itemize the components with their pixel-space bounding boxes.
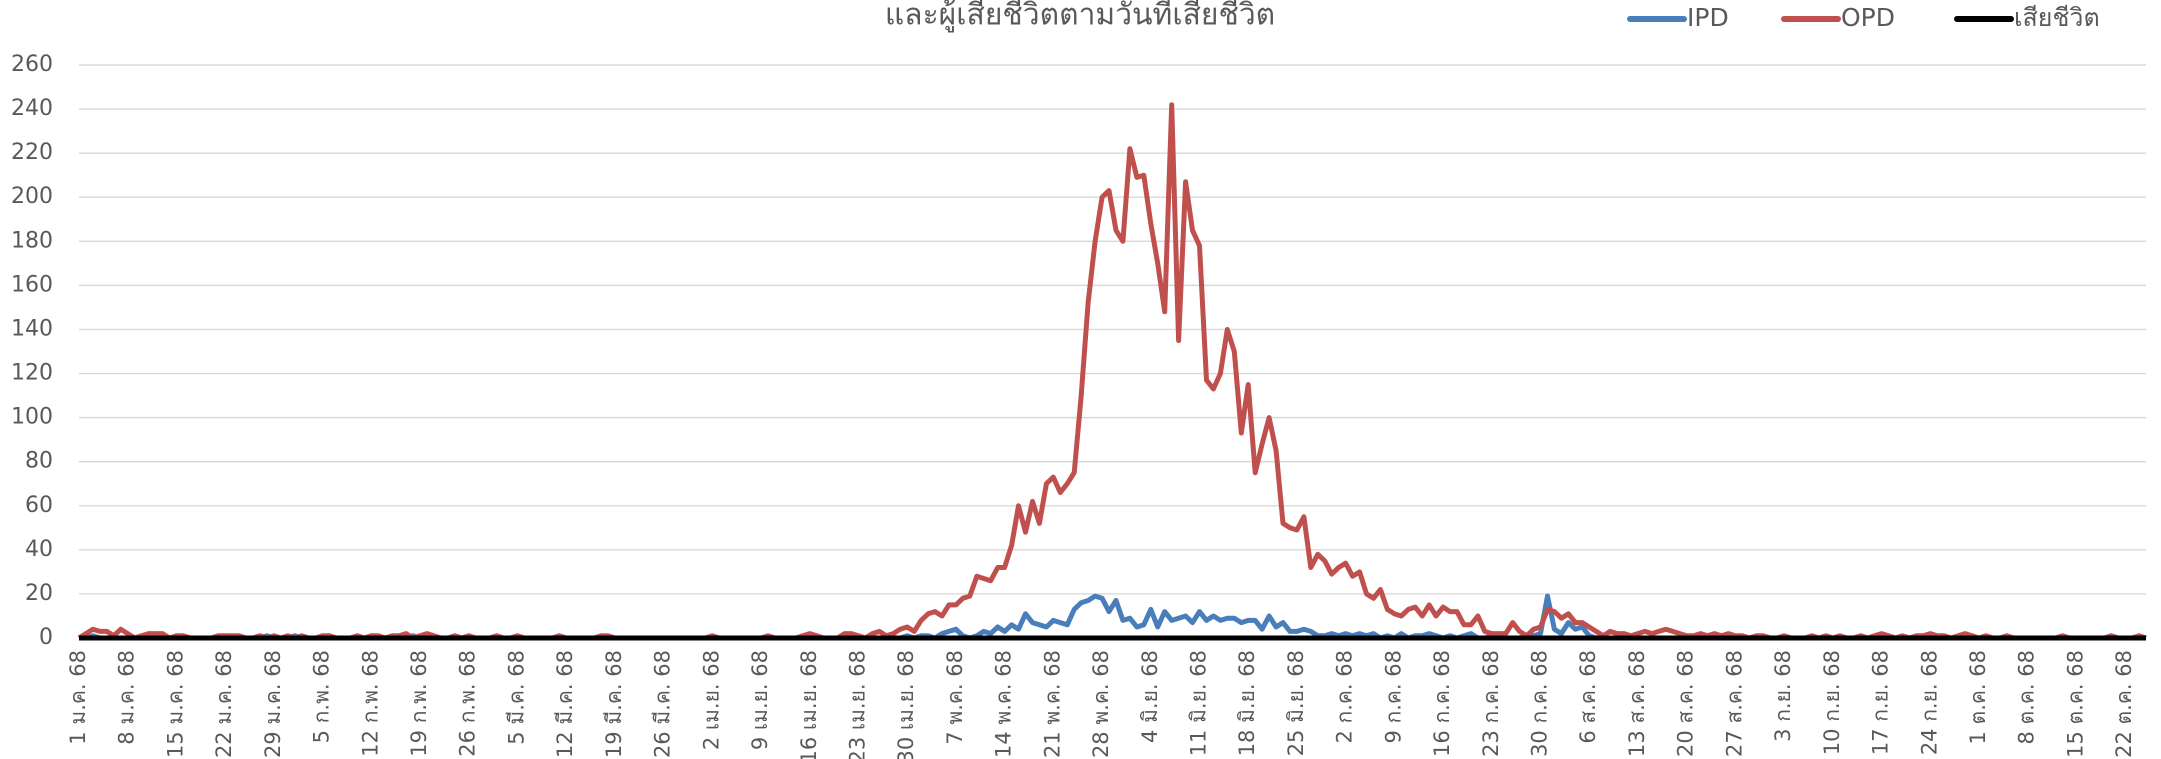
- y-tick-label: 180: [11, 228, 53, 253]
- y-tick-label: 120: [11, 361, 53, 386]
- y-tick-label: 160: [11, 272, 53, 297]
- y-tick-label: 220: [11, 140, 53, 165]
- x-tick-label: 19 ก.พ. 68: [407, 650, 431, 757]
- x-tick-label: 8 ม.ค. 68: [115, 650, 139, 745]
- x-tick-label: 4 มิ.ย. 68: [1138, 650, 1162, 743]
- y-tick-label: 200: [11, 184, 53, 209]
- x-tick-label: 2 ก.ค. 68: [1333, 650, 1357, 744]
- x-tick-label: 13 ส.ค. 68: [1625, 650, 1649, 757]
- x-tick-label: 27 ส.ค. 68: [1722, 650, 1746, 757]
- y-tick-label: 0: [39, 625, 53, 650]
- x-tick-label: 16 เม.ย. 68: [797, 650, 821, 759]
- y-tick-label: 40: [25, 537, 53, 562]
- legend-label: เสียชีวิต: [2014, 3, 2100, 32]
- x-tick-label: 26 ก.พ. 68: [456, 650, 480, 757]
- x-tick-label: 15 ม.ค. 68: [163, 650, 187, 758]
- x-tick-label: 14 พ.ค. 68: [992, 650, 1016, 758]
- x-tick-label: 22 ต.ค. 68: [2112, 650, 2136, 758]
- x-tick-label: 16 ก.ค. 68: [1430, 650, 1454, 757]
- chart-title: และผู้เสียชีวิตตามวันที่เสียชีวิต: [885, 0, 1275, 33]
- x-tick-label: 9 ก.ค. 68: [1381, 650, 1405, 744]
- y-tick-label: 240: [11, 96, 53, 121]
- x-tick-label: 26 มี.ค. 68: [651, 650, 675, 758]
- x-tick-label: 24 ก.ย. 68: [1917, 650, 1941, 755]
- x-tick-label: 20 ส.ค. 68: [1674, 650, 1698, 757]
- x-tick-label: 5 มี.ค. 68: [504, 650, 528, 745]
- x-tick-label: 17 ก.ย. 68: [1869, 650, 1893, 755]
- x-tick-label: 23 เม.ย. 68: [845, 650, 869, 759]
- x-tick-label: 12 มี.ค. 68: [553, 650, 577, 758]
- y-tick-label: 260: [11, 52, 53, 77]
- x-tick-label: 11 มิ.ย. 68: [1186, 650, 1210, 756]
- x-tick-label: 8 ต.ค. 68: [2015, 650, 2039, 744]
- x-tick-label: 29 ม.ค. 68: [261, 650, 285, 758]
- x-tick-label: 7 พ.ค. 68: [943, 650, 967, 745]
- x-tick-label: 9 เม.ย. 68: [748, 650, 772, 750]
- x-tick-label: 12 ก.พ. 68: [358, 650, 382, 757]
- y-tick-label: 100: [11, 405, 53, 430]
- x-tick-label: 6 ส.ค. 68: [1576, 650, 1600, 744]
- legend-label: IPD: [1687, 3, 1729, 32]
- legend-label: OPD: [1841, 3, 1895, 32]
- x-tick-label: 19 มี.ค. 68: [602, 650, 626, 758]
- x-tick-label: 1 ม.ค. 68: [66, 650, 90, 745]
- x-tick-label: 1 ต.ค. 68: [1966, 650, 1990, 744]
- x-tick-label: 18 มิ.ย. 68: [1235, 650, 1259, 756]
- x-tick-label: 22 ม.ค. 68: [212, 650, 236, 758]
- x-tick-label: 3 ก.ย. 68: [1771, 650, 1795, 742]
- x-tick-label: 30 ก.ค. 68: [1528, 650, 1552, 757]
- x-tick-label: 30 เม.ย. 68: [894, 650, 918, 759]
- x-tick-label: 23 ก.ค. 68: [1479, 650, 1503, 757]
- x-tick-label: 21 พ.ค. 68: [1040, 650, 1064, 758]
- x-tick-label: 5 ก.พ. 68: [310, 650, 334, 743]
- series-line: [77, 102, 2147, 641]
- y-tick-label: 60: [25, 493, 53, 518]
- x-tick-label: 25 มิ.ย. 68: [1284, 650, 1308, 756]
- y-tick-label: 20: [25, 581, 53, 606]
- series-line: [79, 593, 2146, 641]
- x-tick-label: 15 ต.ค. 68: [2063, 650, 2087, 758]
- x-tick-label: 10 ก.ย. 68: [1820, 650, 1844, 755]
- x-tick-label: 2 เม.ย. 68: [699, 650, 723, 750]
- y-tick-label: 80: [25, 449, 53, 474]
- x-tick-label: 28 พ.ค. 68: [1089, 650, 1113, 758]
- y-tick-label: 140: [11, 316, 53, 341]
